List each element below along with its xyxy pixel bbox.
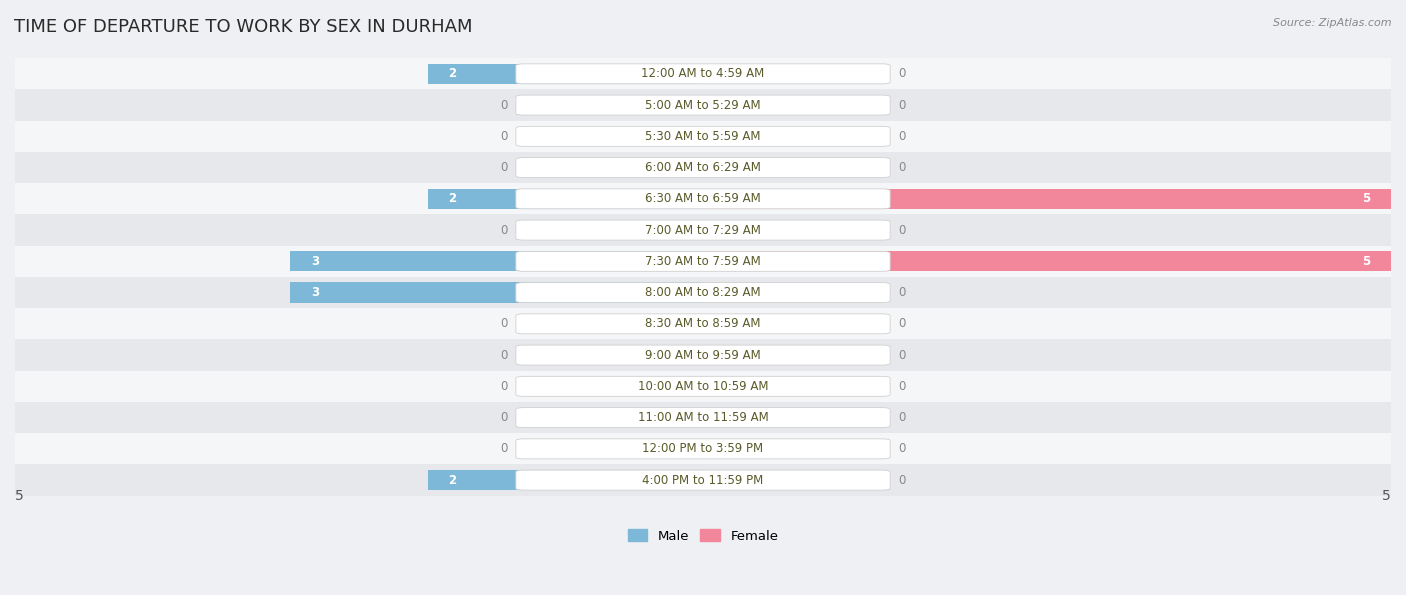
Text: 5: 5 [1362, 255, 1371, 268]
Bar [15, 402, 1391, 433]
Text: 0: 0 [898, 224, 905, 237]
Text: 0: 0 [501, 224, 508, 237]
FancyBboxPatch shape [516, 189, 890, 209]
Text: 3: 3 [311, 255, 319, 268]
Text: 12:00 AM to 4:59 AM: 12:00 AM to 4:59 AM [641, 67, 765, 80]
Bar [15, 340, 1391, 371]
Text: 11:00 AM to 11:59 AM: 11:00 AM to 11:59 AM [638, 411, 768, 424]
Text: 0: 0 [898, 99, 905, 112]
Bar [15, 465, 1391, 496]
Text: 7:00 AM to 7:29 AM: 7:00 AM to 7:29 AM [645, 224, 761, 237]
FancyBboxPatch shape [516, 251, 890, 271]
Text: 3: 3 [311, 286, 319, 299]
Text: 8:00 AM to 8:29 AM: 8:00 AM to 8:29 AM [645, 286, 761, 299]
Text: TIME OF DEPARTURE TO WORK BY SEX IN DURHAM: TIME OF DEPARTURE TO WORK BY SEX IN DURH… [14, 18, 472, 36]
Bar [15, 371, 1391, 402]
Text: 0: 0 [898, 317, 905, 330]
Text: Source: ZipAtlas.com: Source: ZipAtlas.com [1274, 18, 1392, 28]
Text: 0: 0 [898, 474, 905, 487]
Text: 5:00 AM to 5:29 AM: 5:00 AM to 5:29 AM [645, 99, 761, 112]
Text: 0: 0 [898, 130, 905, 143]
Bar [290, 283, 703, 303]
Text: 5: 5 [1362, 192, 1371, 205]
Text: 2: 2 [449, 192, 457, 205]
Text: 2: 2 [449, 67, 457, 80]
Text: 0: 0 [501, 442, 508, 455]
Bar [15, 433, 1391, 465]
Text: 0: 0 [501, 99, 508, 112]
FancyBboxPatch shape [516, 220, 890, 240]
Text: 8:30 AM to 8:59 AM: 8:30 AM to 8:59 AM [645, 317, 761, 330]
Text: 0: 0 [898, 380, 905, 393]
Text: 5: 5 [15, 489, 24, 503]
Bar [703, 189, 1391, 209]
FancyBboxPatch shape [516, 408, 890, 428]
Bar [427, 189, 703, 209]
FancyBboxPatch shape [516, 283, 890, 303]
Text: 12:00 PM to 3:59 PM: 12:00 PM to 3:59 PM [643, 442, 763, 455]
Text: 0: 0 [501, 380, 508, 393]
FancyBboxPatch shape [516, 470, 890, 490]
Legend: Male, Female: Male, Female [623, 524, 783, 548]
Text: 0: 0 [898, 349, 905, 362]
FancyBboxPatch shape [516, 64, 890, 84]
FancyBboxPatch shape [516, 439, 890, 459]
Text: 0: 0 [501, 130, 508, 143]
Bar [427, 470, 703, 490]
Text: 0: 0 [898, 286, 905, 299]
Bar [703, 251, 1391, 271]
FancyBboxPatch shape [516, 158, 890, 177]
Text: 10:00 AM to 10:59 AM: 10:00 AM to 10:59 AM [638, 380, 768, 393]
Bar [15, 183, 1391, 214]
Bar [15, 246, 1391, 277]
Text: 0: 0 [501, 411, 508, 424]
FancyBboxPatch shape [516, 377, 890, 396]
Text: 0: 0 [501, 161, 508, 174]
Bar [290, 251, 703, 271]
Text: 0: 0 [501, 317, 508, 330]
Text: 4:00 PM to 11:59 PM: 4:00 PM to 11:59 PM [643, 474, 763, 487]
Bar [15, 277, 1391, 308]
Text: 0: 0 [501, 349, 508, 362]
Bar [15, 121, 1391, 152]
Bar [15, 214, 1391, 246]
Bar [15, 89, 1391, 121]
Text: 6:30 AM to 6:59 AM: 6:30 AM to 6:59 AM [645, 192, 761, 205]
Text: 6:00 AM to 6:29 AM: 6:00 AM to 6:29 AM [645, 161, 761, 174]
Bar [15, 152, 1391, 183]
FancyBboxPatch shape [516, 126, 890, 146]
Text: 0: 0 [898, 67, 905, 80]
Text: 0: 0 [898, 411, 905, 424]
Text: 7:30 AM to 7:59 AM: 7:30 AM to 7:59 AM [645, 255, 761, 268]
Text: 5:30 AM to 5:59 AM: 5:30 AM to 5:59 AM [645, 130, 761, 143]
Text: 0: 0 [898, 442, 905, 455]
FancyBboxPatch shape [516, 345, 890, 365]
FancyBboxPatch shape [516, 314, 890, 334]
Bar [427, 64, 703, 84]
Text: 5: 5 [1382, 489, 1391, 503]
Text: 2: 2 [449, 474, 457, 487]
Bar [15, 308, 1391, 340]
FancyBboxPatch shape [516, 95, 890, 115]
Text: 9:00 AM to 9:59 AM: 9:00 AM to 9:59 AM [645, 349, 761, 362]
Text: 0: 0 [898, 161, 905, 174]
Bar [15, 58, 1391, 89]
